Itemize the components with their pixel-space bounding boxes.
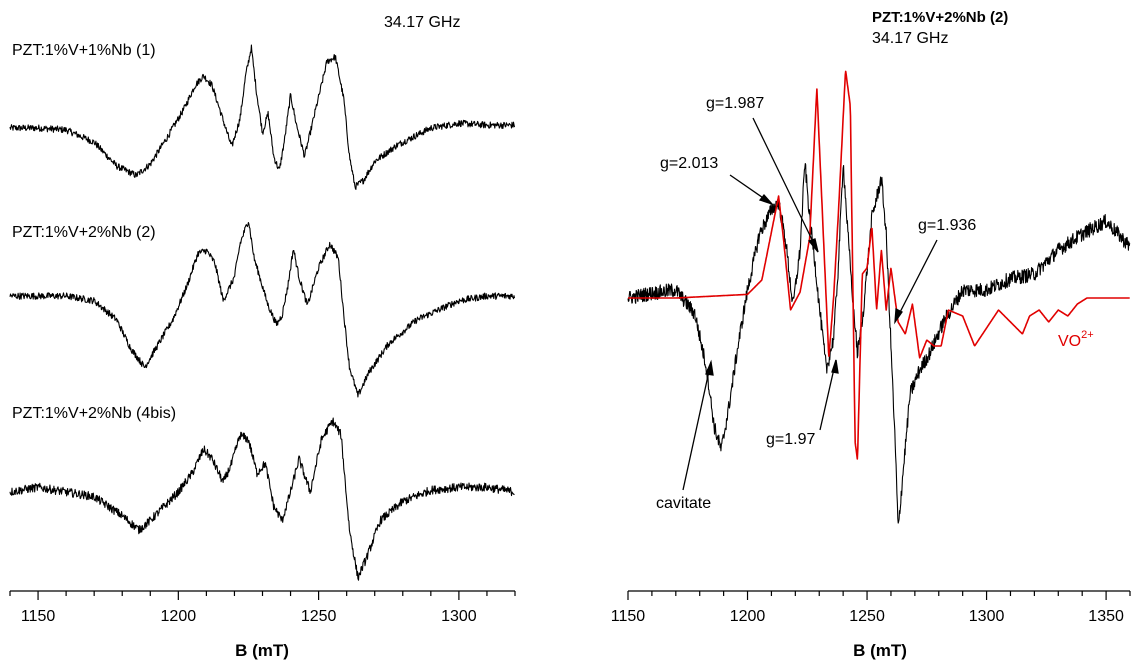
right-chart-title: PZT:1%V+2%Nb (2) (872, 9, 1008, 26)
arrow-g-1987 (752, 117, 819, 253)
x-tick-label: 1200 (161, 608, 197, 625)
left-panel: 1150 1200 1250 1300 34.17 GHz PZT:1%V+1%Nb … (9, 14, 516, 660)
series-line-2 (627, 70, 1131, 460)
series-label-1: PZT:1%V+1%Nb (1) (12, 42, 156, 59)
series-line-1 (9, 44, 516, 190)
right-x-tick-labels: 1150 1200 1250 1300 1350 (611, 608, 1124, 625)
series-label-2: PZT:1%V+2%Nb (2) (12, 224, 156, 241)
x-tick-label: 1150 (611, 608, 646, 625)
x-tick-label: 1350 (1088, 608, 1124, 625)
x-tick-label: 1150 (21, 608, 56, 625)
annotation-g-2013: g=2.013 (660, 155, 718, 172)
right-x-ticks (627, 591, 1131, 600)
annotation-g-197: g=1.97 (766, 431, 815, 448)
series-line-1 (627, 163, 1131, 524)
right-spectra (627, 70, 1131, 524)
series-line-3 (9, 417, 515, 581)
annotation-g-1936: g=1.936 (918, 217, 976, 234)
x-tick-label: 1200 (730, 608, 766, 625)
x-tick-label: 1250 (849, 608, 885, 625)
annotation-cavitate: cavitate (656, 495, 711, 512)
arrow-head-cavitate (705, 359, 714, 376)
right-panel: 1150 1200 1250 1300 1350 PZT:1%V+2%Nb (2) 34… (611, 9, 1131, 660)
arrow-head-g-1936 (894, 307, 903, 325)
arrow-head-g-1987 (807, 238, 819, 253)
annotation-vo2plus: VO2+ (1058, 329, 1094, 350)
arrow-head-g-197 (831, 359, 839, 374)
left-spectra (9, 44, 516, 581)
left-frequency-label: 34.17 GHz (384, 14, 460, 31)
vo-superscript: 2+ (1081, 329, 1094, 341)
series-label-3: PZT:1%V+2%Nb (4bis) (12, 405, 176, 422)
arrow-head-g-2013 (758, 193, 775, 206)
left-x-axis-title: B (mT) (235, 641, 289, 660)
left-x-ticks (9, 591, 516, 600)
annotation-arrows (682, 117, 938, 491)
right-frequency-label: 34.17 GHz (872, 30, 948, 47)
x-tick-label: 1300 (969, 608, 1005, 625)
arrow-g-1936 (894, 239, 938, 323)
annotation-g-1987: g=1.987 (706, 95, 764, 112)
series-line-2 (9, 221, 516, 398)
x-tick-label: 1300 (441, 608, 477, 625)
right-x-axis-title: B (mT) (853, 641, 907, 660)
x-tick-label: 1250 (301, 608, 337, 625)
vo-text: VO (1058, 333, 1081, 350)
left-x-tick-labels: 1150 1200 1250 1300 (21, 608, 477, 625)
arrow-cavitate (682, 361, 712, 491)
